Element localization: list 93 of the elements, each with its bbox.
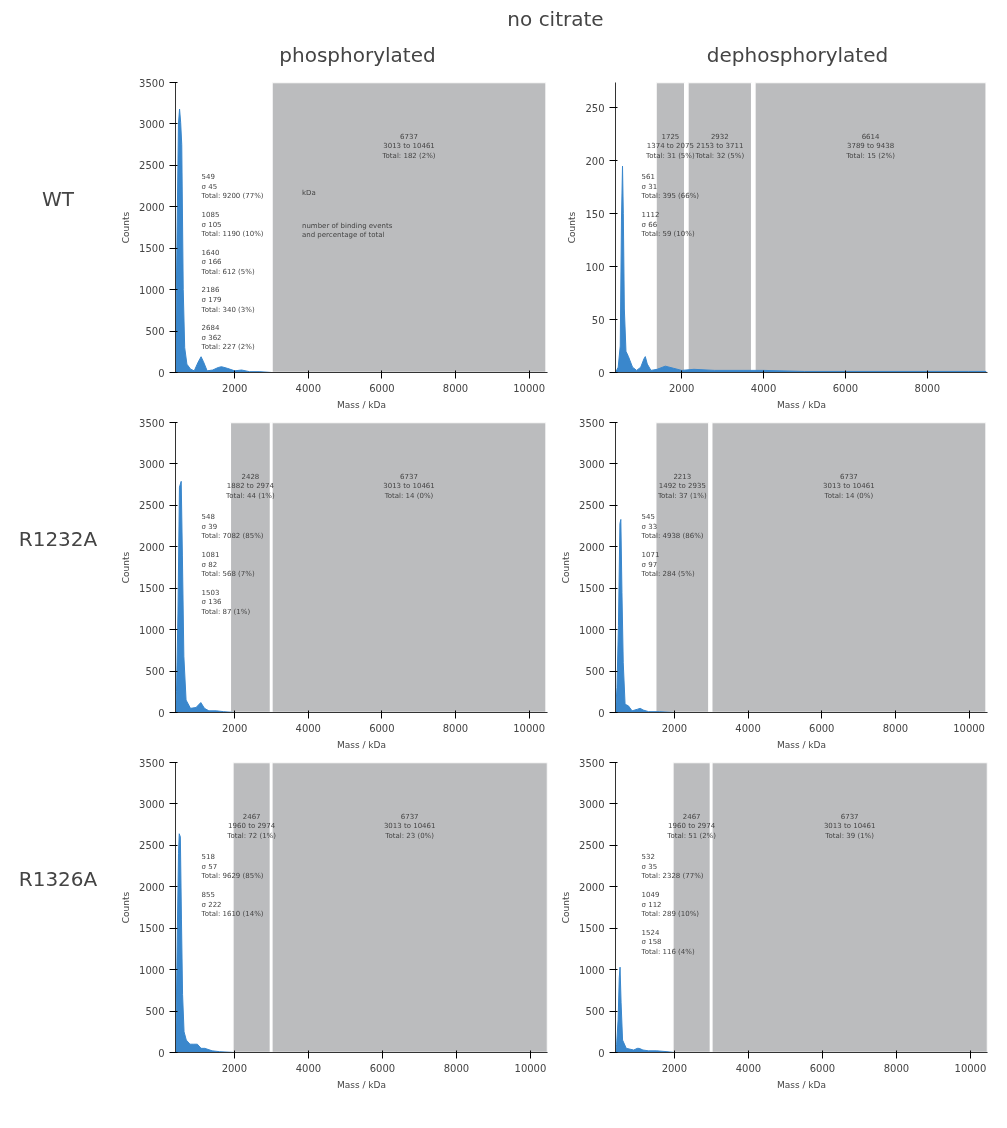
x-tick-label: 8000 [882, 722, 909, 734]
y-tick-label: 2500 [579, 840, 605, 852]
x-axis-title: Mass / kDa [336, 399, 387, 410]
y-tick-label: 500 [145, 326, 165, 338]
y-tick-label: 3500 [139, 417, 165, 429]
y-tick-label: 1500 [139, 583, 165, 595]
y-tick-label: 3000 [579, 458, 605, 470]
y-tick-label: 50 [591, 314, 605, 326]
x-tick-label: 2000 [222, 382, 248, 394]
x-axis-title: Mass / kDa [776, 399, 827, 410]
x-tick-label: 6000 [809, 722, 835, 734]
y-tick-label: 500 [585, 666, 605, 678]
x-tick-label: 6000 [809, 1062, 836, 1074]
x-tick-label: 8000 [914, 382, 941, 394]
y-axis-title: Counts [567, 211, 578, 244]
x-tick-label: 8000 [442, 722, 469, 734]
y-tick-label: 3000 [579, 798, 605, 810]
text: dephosphorylated [706, 42, 889, 67]
x-tick-label: 2000 [661, 1062, 688, 1074]
y-axis-title: Counts [121, 551, 132, 584]
y-tick-label: 1500 [579, 583, 605, 595]
y-tick-label: 2000 [139, 541, 165, 553]
y-tick-label: 0 [158, 1047, 165, 1059]
x-tick-label: 2000 [661, 722, 688, 734]
x-tick-label: 4000 [295, 722, 321, 734]
x-tick-label: 6000 [369, 1062, 396, 1074]
y-tick-label: 1500 [139, 243, 165, 255]
x-tick-label: 4000 [750, 382, 777, 394]
x-tick-label: 2000 [668, 382, 695, 394]
x-tick-label: 4000 [735, 1062, 762, 1074]
y-axis-title: Counts [121, 891, 132, 924]
y-tick-label: 3500 [139, 77, 165, 89]
x-tick-label: 10000 [513, 722, 545, 734]
x-tick-label: 6000 [369, 382, 395, 394]
y-axis-title: Counts [561, 891, 572, 924]
y-tick-label: 3500 [579, 757, 605, 769]
y-tick-label: 1500 [579, 923, 605, 935]
x-axis-title: Mass / kDa [336, 1079, 387, 1090]
x-tick-label: 4000 [295, 1062, 322, 1074]
y-tick-label: 2000 [579, 881, 605, 893]
y-tick-label: 2500 [139, 160, 165, 172]
y-tick-label: 200 [585, 155, 605, 167]
x-tick-label: 6000 [369, 722, 395, 734]
x-tick-label: 2000 [221, 1062, 248, 1074]
x-tick-label: 8000 [443, 1062, 470, 1074]
y-tick-label: 1000 [139, 964, 165, 976]
y-tick-label: 150 [585, 208, 605, 220]
x-tick-label: 6000 [832, 382, 859, 394]
y-tick-label: 2000 [139, 201, 165, 213]
x-tick-label: 8000 [442, 382, 469, 394]
y-tick-label: 1000 [139, 624, 165, 636]
y-tick-label: 0 [158, 367, 165, 379]
y-tick-label: 0 [598, 367, 605, 379]
y-tick-label: 500 [145, 1006, 165, 1018]
text: R1232A [18, 526, 98, 551]
y-tick-label: 3000 [139, 118, 165, 130]
y-tick-label: 0 [598, 1047, 605, 1059]
y-tick-label: 2000 [139, 881, 165, 893]
y-axis-title: Counts [121, 211, 132, 244]
x-tick-label: 10000 [513, 382, 546, 394]
text: R1326A [18, 866, 98, 891]
y-tick-label: 2500 [579, 500, 605, 512]
y-tick-label: 1000 [579, 624, 605, 636]
y-tick-label: 2000 [579, 541, 605, 553]
y-tick-label: 0 [158, 707, 165, 719]
x-tick-label: 2000 [221, 722, 248, 734]
y-tick-label: 500 [145, 666, 165, 678]
text: phosphorylated [279, 42, 436, 67]
y-tick-label: 1000 [579, 964, 605, 976]
y-tick-label: 3500 [139, 757, 165, 769]
x-axis-title: Mass / kDa [336, 739, 387, 750]
y-tick-label: 1000 [139, 284, 165, 296]
x-tick-label: 10000 [954, 1062, 987, 1074]
y-tick-label: 3000 [139, 458, 165, 470]
y-tick-label: 0 [598, 707, 605, 719]
text: no citrate [507, 6, 604, 31]
y-tick-label: 3000 [139, 798, 165, 810]
y-tick-label: 2500 [139, 840, 165, 852]
y-tick-label: 500 [585, 1006, 605, 1018]
y-tick-label: 2500 [139, 500, 165, 512]
y-tick-label: 3500 [579, 417, 605, 429]
x-tick-label: 10000 [514, 1062, 547, 1074]
y-axis-title: Counts [561, 551, 572, 584]
x-axis-title: Mass / kDa [776, 739, 827, 750]
y-tick-label: 1500 [139, 923, 165, 935]
y-tick-label: 100 [585, 261, 605, 273]
text: WT [42, 186, 75, 211]
x-axis-title: Mass / kDa [776, 1079, 827, 1090]
x-tick-label: 10000 [953, 722, 985, 734]
x-tick-label: 8000 [883, 1062, 910, 1074]
x-tick-label: 4000 [735, 722, 761, 734]
x-tick-label: 4000 [295, 382, 322, 394]
y-tick-label: 250 [585, 102, 605, 114]
